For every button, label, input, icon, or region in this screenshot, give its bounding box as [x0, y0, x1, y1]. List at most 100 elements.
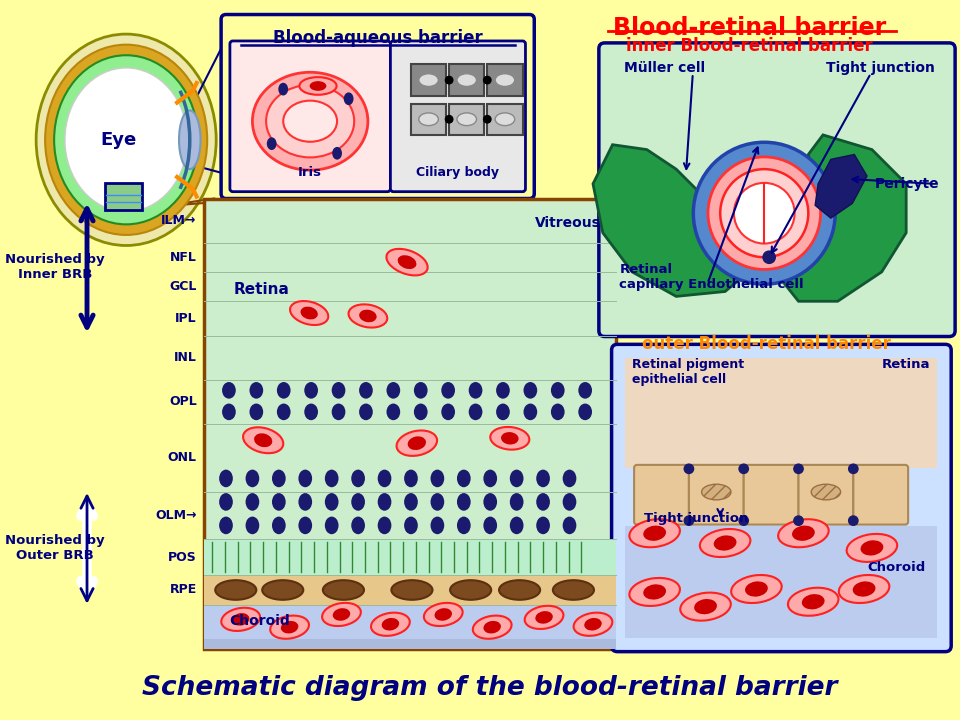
Ellipse shape — [283, 101, 337, 142]
Ellipse shape — [537, 469, 550, 487]
Ellipse shape — [45, 45, 207, 235]
Ellipse shape — [332, 403, 346, 420]
Text: Retinal
capillary Endothelial cell: Retinal capillary Endothelial cell — [619, 264, 804, 292]
Ellipse shape — [430, 493, 444, 510]
Ellipse shape — [484, 493, 497, 510]
Ellipse shape — [300, 307, 318, 320]
Ellipse shape — [523, 403, 538, 420]
Text: ONL: ONL — [168, 451, 197, 464]
Ellipse shape — [553, 580, 594, 600]
Ellipse shape — [333, 608, 350, 621]
Ellipse shape — [693, 143, 835, 284]
Ellipse shape — [272, 516, 286, 534]
Ellipse shape — [551, 403, 564, 420]
FancyBboxPatch shape — [391, 41, 525, 192]
Ellipse shape — [435, 608, 452, 621]
Ellipse shape — [457, 493, 470, 510]
Text: Vitreous: Vitreous — [535, 216, 601, 230]
Ellipse shape — [732, 575, 781, 603]
Ellipse shape — [630, 578, 680, 606]
FancyBboxPatch shape — [635, 465, 689, 525]
Bar — [204, 539, 615, 575]
Bar — [411, 104, 446, 135]
Ellipse shape — [219, 469, 233, 487]
Ellipse shape — [468, 403, 483, 420]
Text: ILM→: ILM→ — [161, 214, 197, 227]
Ellipse shape — [323, 603, 361, 626]
Ellipse shape — [563, 516, 576, 534]
Ellipse shape — [323, 580, 364, 600]
Ellipse shape — [396, 431, 437, 456]
Ellipse shape — [392, 580, 433, 600]
Ellipse shape — [495, 113, 515, 125]
Ellipse shape — [442, 403, 455, 420]
FancyBboxPatch shape — [744, 465, 799, 525]
Ellipse shape — [457, 113, 476, 125]
Circle shape — [762, 251, 776, 264]
Ellipse shape — [232, 613, 250, 626]
Ellipse shape — [304, 382, 318, 399]
Text: GCL: GCL — [169, 280, 197, 293]
Polygon shape — [593, 145, 755, 297]
Ellipse shape — [424, 603, 463, 626]
Ellipse shape — [299, 469, 312, 487]
Circle shape — [848, 516, 858, 526]
Ellipse shape — [510, 493, 523, 510]
Bar — [204, 605, 615, 639]
Ellipse shape — [246, 493, 259, 510]
Ellipse shape — [397, 255, 417, 269]
Ellipse shape — [694, 599, 717, 614]
Circle shape — [684, 464, 694, 474]
Ellipse shape — [720, 169, 808, 257]
Text: OLM→: OLM→ — [156, 509, 197, 522]
Ellipse shape — [501, 432, 518, 444]
Ellipse shape — [324, 493, 339, 510]
Ellipse shape — [371, 613, 410, 636]
Bar — [105, 183, 142, 210]
Bar — [488, 64, 522, 96]
Ellipse shape — [377, 516, 392, 534]
Ellipse shape — [266, 85, 354, 158]
Ellipse shape — [839, 575, 889, 603]
Ellipse shape — [578, 403, 592, 420]
Circle shape — [684, 516, 694, 526]
Text: Eye: Eye — [100, 131, 136, 149]
Circle shape — [738, 516, 749, 526]
Ellipse shape — [219, 493, 233, 510]
Ellipse shape — [344, 92, 353, 105]
Ellipse shape — [551, 382, 564, 399]
Text: Blood-retinal barrier: Blood-retinal barrier — [612, 16, 886, 40]
Ellipse shape — [457, 516, 470, 534]
Text: POS: POS — [168, 551, 197, 564]
FancyBboxPatch shape — [612, 344, 951, 652]
Text: Nourished by
Outer BRB: Nourished by Outer BRB — [5, 534, 105, 562]
Ellipse shape — [254, 433, 273, 447]
Text: Tight junction: Tight junction — [643, 512, 748, 525]
Ellipse shape — [847, 534, 898, 562]
Ellipse shape — [473, 616, 512, 639]
Ellipse shape — [525, 606, 564, 629]
FancyBboxPatch shape — [229, 41, 391, 192]
Ellipse shape — [510, 469, 523, 487]
Text: Nourished by
Inner BRB: Nourished by Inner BRB — [5, 253, 105, 281]
Ellipse shape — [222, 608, 260, 631]
Circle shape — [793, 464, 804, 474]
Ellipse shape — [387, 382, 400, 399]
FancyBboxPatch shape — [599, 43, 955, 336]
Bar — [411, 64, 446, 96]
Ellipse shape — [65, 68, 187, 212]
Ellipse shape — [270, 616, 309, 639]
Circle shape — [738, 464, 749, 474]
Ellipse shape — [351, 469, 365, 487]
Text: Pericyte: Pericyte — [875, 177, 940, 191]
Ellipse shape — [484, 516, 497, 534]
Ellipse shape — [272, 469, 286, 487]
Text: Retinal pigment
epithelial cell: Retinal pigment epithelial cell — [632, 358, 744, 386]
Ellipse shape — [457, 73, 476, 86]
Ellipse shape — [246, 469, 259, 487]
Ellipse shape — [745, 581, 768, 597]
Ellipse shape — [578, 382, 592, 399]
Ellipse shape — [419, 113, 439, 125]
Ellipse shape — [324, 516, 339, 534]
FancyBboxPatch shape — [799, 465, 853, 525]
